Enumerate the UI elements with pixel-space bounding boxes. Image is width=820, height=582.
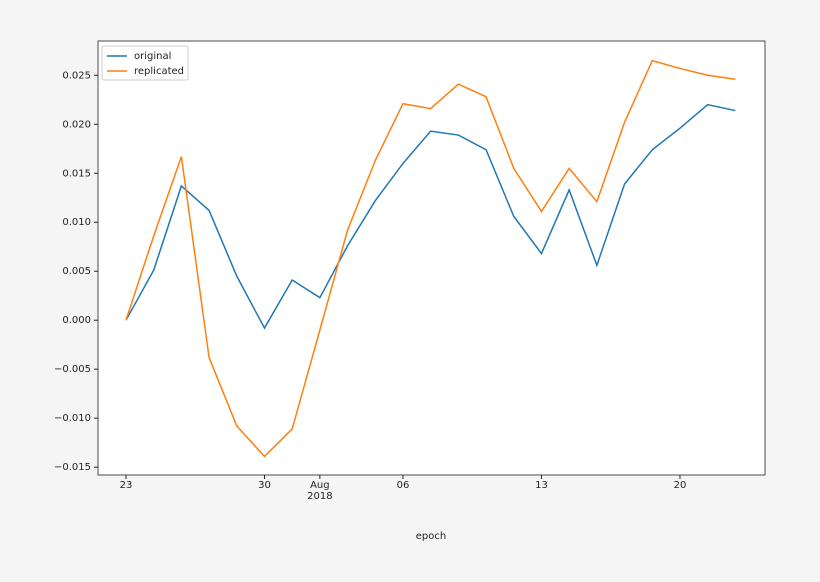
x-tick-label: 20: [673, 480, 687, 491]
x-tick-label: 06: [396, 480, 410, 491]
plot-frame: [97, 40, 766, 476]
y-tick-label: 0.020: [62, 119, 91, 130]
y-tick-label: 0.010: [62, 217, 91, 228]
y-tick-label: −0.005: [54, 364, 91, 375]
x-tick-label: 30: [258, 480, 271, 491]
x-tick-label: 13: [535, 480, 548, 491]
legend-label: replicated: [134, 66, 184, 77]
plot-area: [98, 41, 765, 475]
x-axis-label: epoch: [415, 531, 447, 542]
legend-label: original: [134, 51, 171, 62]
y-tick-label: 0.025: [62, 70, 91, 81]
x-tick-label: 23: [119, 480, 133, 491]
y-tick-label: −0.015: [54, 462, 91, 473]
line-series: [125, 103, 736, 330]
y-tick-label: −0.010: [54, 413, 91, 424]
y-tick-label: 0.015: [62, 168, 91, 179]
y-tick-label: 0.000: [62, 315, 91, 326]
x-tick-label: Aug 2018: [307, 480, 333, 502]
legend: original replicated: [101, 45, 189, 81]
line-series: [125, 59, 736, 458]
y-tick-label: 0.005: [62, 266, 91, 277]
